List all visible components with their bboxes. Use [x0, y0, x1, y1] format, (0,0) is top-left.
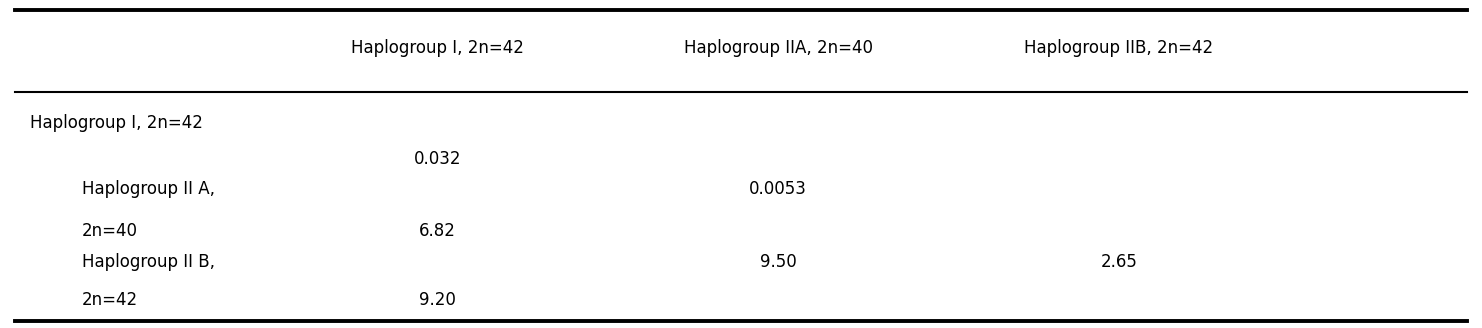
Text: 2n=42: 2n=42 — [82, 291, 138, 309]
Text: Haplogroup IIA, 2n=40: Haplogroup IIA, 2n=40 — [683, 39, 873, 56]
Text: Haplogroup IIB, 2n=42: Haplogroup IIB, 2n=42 — [1024, 39, 1214, 56]
Text: Haplogroup I, 2n=42: Haplogroup I, 2n=42 — [30, 114, 203, 132]
Text: 2n=40: 2n=40 — [82, 222, 138, 240]
Text: 0.032: 0.032 — [413, 150, 461, 168]
Text: Haplogroup I, 2n=42: Haplogroup I, 2n=42 — [351, 39, 523, 56]
Text: 2.65: 2.65 — [1101, 254, 1137, 271]
Text: 6.82: 6.82 — [419, 222, 455, 240]
Text: Haplogroup II B,: Haplogroup II B, — [82, 254, 215, 271]
Text: 9.20: 9.20 — [419, 291, 455, 309]
Text: 0.0053: 0.0053 — [748, 180, 808, 197]
Text: Haplogroup II A,: Haplogroup II A, — [82, 180, 215, 197]
Text: 9.50: 9.50 — [760, 254, 796, 271]
